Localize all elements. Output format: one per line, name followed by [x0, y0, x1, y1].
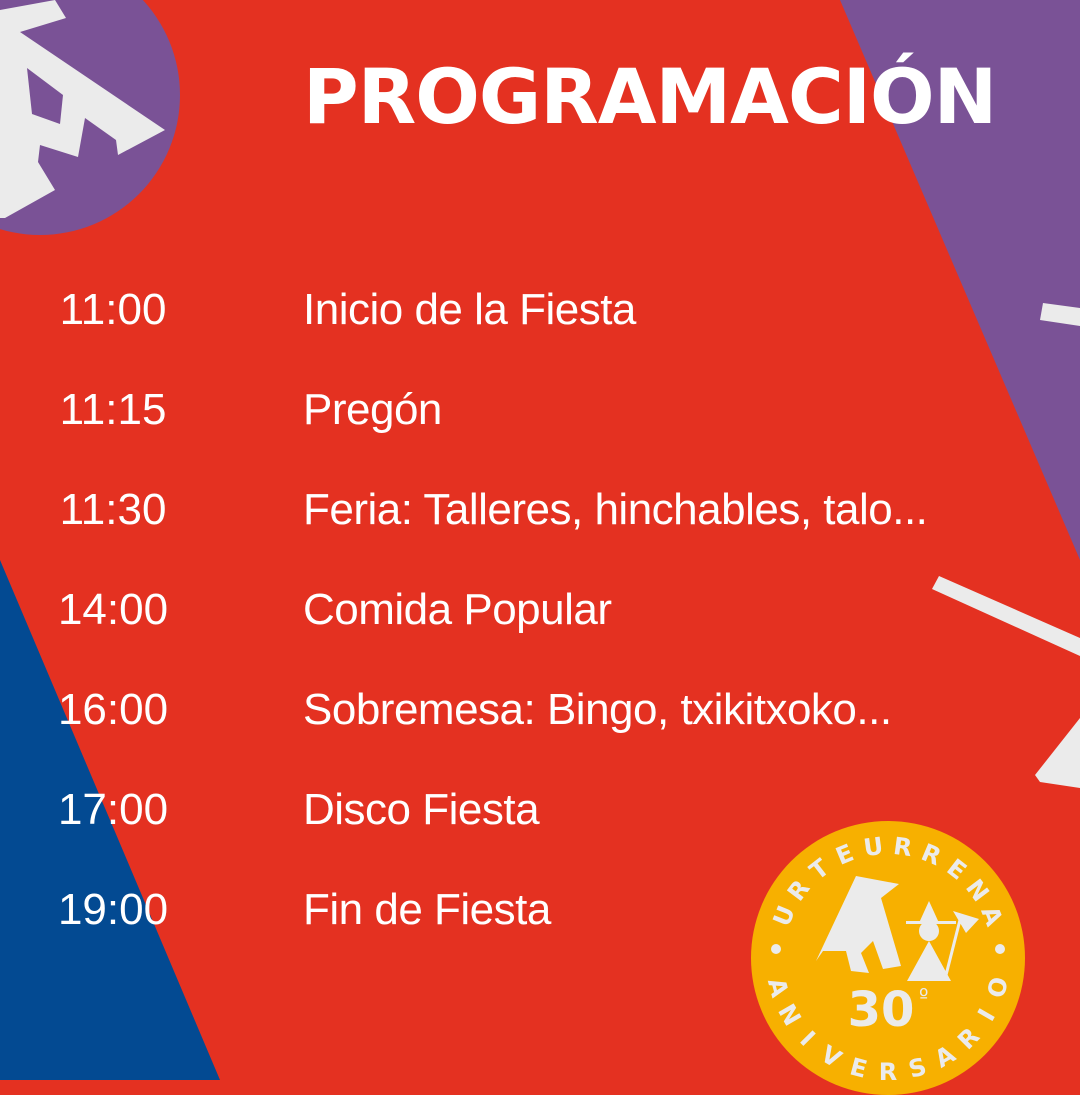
logo-a-icon	[816, 876, 901, 973]
schedule-row: 16:00 Sobremesa: Bingo, txikitxoko...	[0, 685, 1080, 745]
schedule-time: 11:00	[59, 285, 167, 334]
schedule-activity: Feria: Talleres, hinchables, talo...	[303, 485, 928, 534]
schedule-row: 11:30 Feria: Talleres, hinchables, talo..…	[0, 485, 1080, 545]
schedule-row: 11:00 Inicio de la Fiesta	[0, 285, 1080, 345]
badge-ordinal: º	[919, 984, 928, 1008]
schedule-row: 11:15 Pregón	[0, 385, 1080, 445]
schedule-row: 14:00 Comida Popular	[0, 585, 1080, 645]
purple-stripe	[840, 0, 1080, 560]
logo-a-icon	[0, 0, 165, 218]
schedule-time: 16:00	[57, 685, 169, 734]
schedule-time: 19:00	[57, 885, 169, 934]
schedule-activity: Sobremesa: Bingo, txikitxoko...	[303, 685, 892, 734]
schedule-activity: Comida Popular	[303, 585, 612, 634]
badge-number: 30	[848, 982, 915, 1038]
witch-icon	[906, 901, 979, 981]
page-title: PROGRAMACIÓN	[303, 52, 997, 141]
schedule-activity: Inicio de la Fiesta	[303, 285, 636, 334]
schedule-time: 11:30	[59, 485, 167, 534]
blue-stripe	[0, 560, 220, 1080]
schedule-activity: Fin de Fiesta	[303, 885, 551, 934]
badge-letter: R	[892, 832, 914, 862]
schedule-activity: Disco Fiesta	[303, 785, 540, 834]
schedule-time: 14:00	[57, 585, 169, 634]
schedule-time: 17:00	[57, 785, 169, 834]
schedule-activity: Pregón	[303, 385, 442, 434]
schedule-time: 11:15	[59, 385, 167, 434]
white-strokes	[932, 303, 1080, 788]
badge-letter: E	[847, 1052, 870, 1083]
badge-letter: U	[862, 832, 885, 862]
schedule-row: 17:00 Disco Fiesta	[0, 785, 1080, 845]
badge-letter: R	[879, 1058, 897, 1086]
badge-letter: S	[906, 1052, 930, 1084]
schedule-row: 19:00 Fin de Fiesta	[0, 885, 1080, 945]
